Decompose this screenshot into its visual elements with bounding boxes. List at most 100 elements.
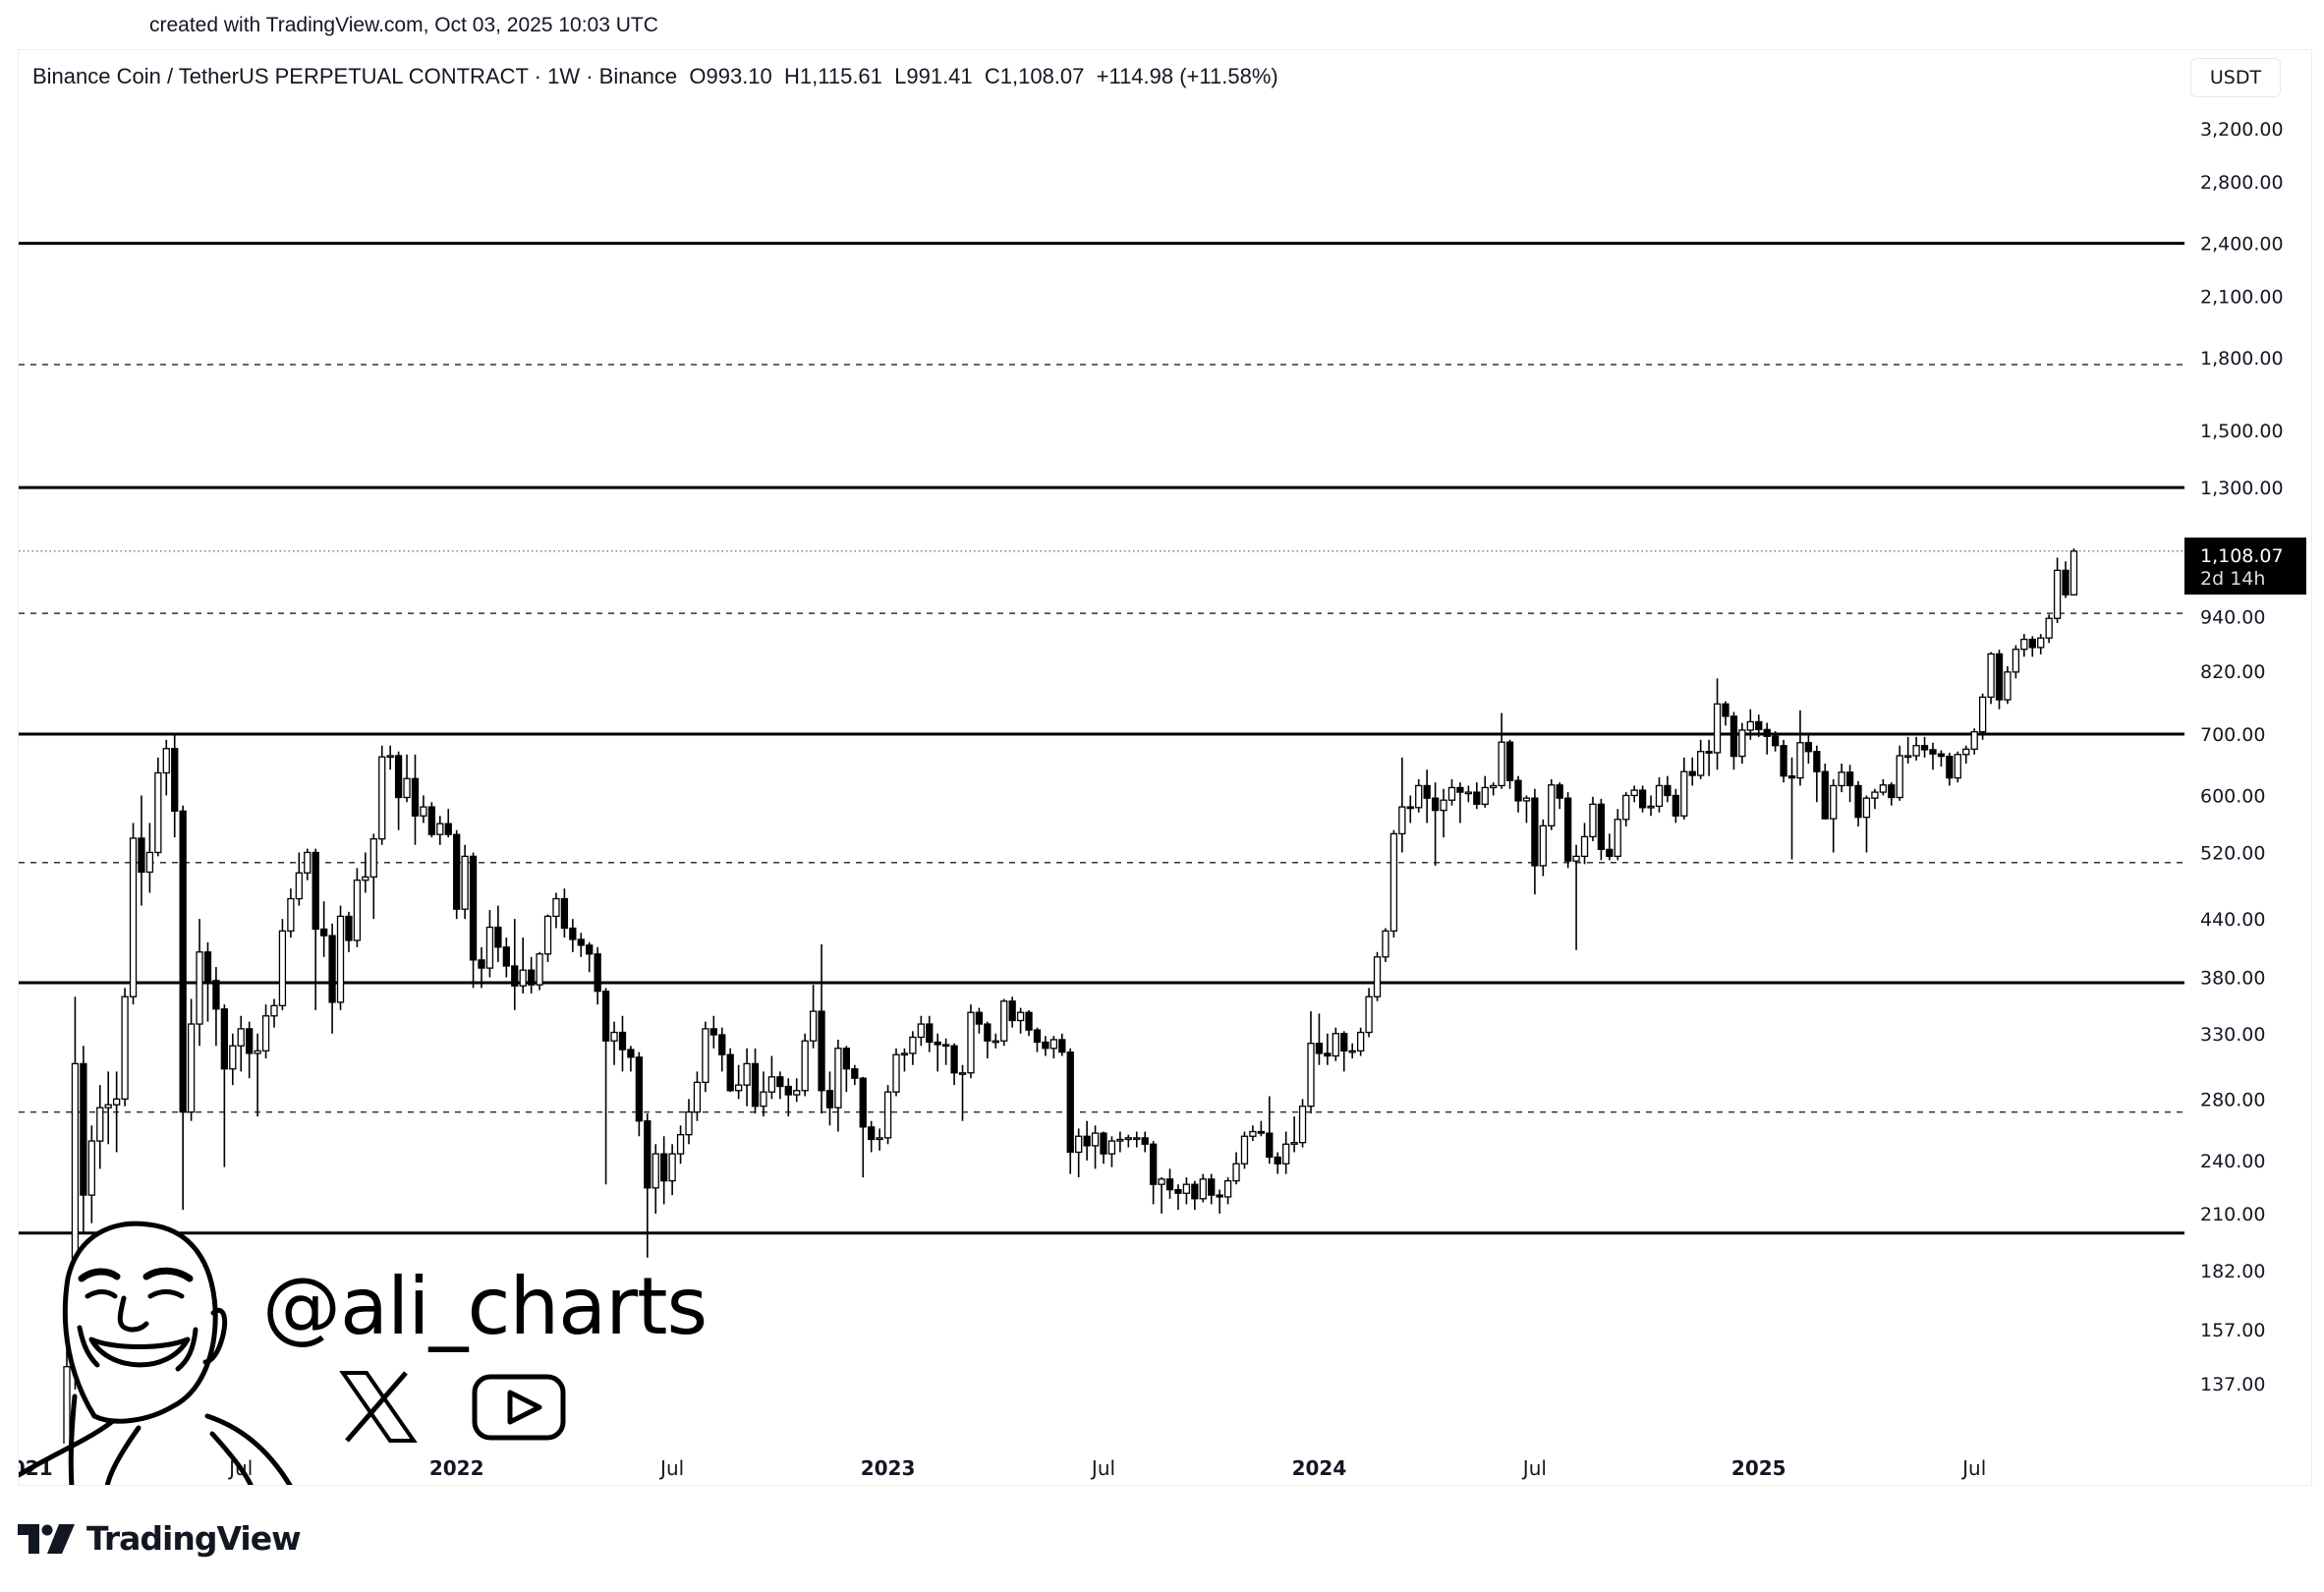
candle-body	[1481, 786, 1489, 805]
candle-up	[1373, 951, 1382, 1001]
candle-body	[270, 1004, 278, 1017]
candle-body	[145, 851, 154, 874]
candle-body	[1896, 755, 1903, 799]
candle-body	[917, 1023, 925, 1039]
candle-body	[1049, 1039, 1058, 1050]
candle-up	[1249, 1125, 1257, 1142]
candle-down	[1664, 775, 1672, 803]
candle-down	[818, 943, 825, 1114]
candle-down	[1514, 775, 1522, 813]
candle-body	[203, 951, 212, 982]
candle-up	[2012, 645, 2020, 679]
candle-up	[1481, 775, 1489, 808]
tradingview-logo[interactable]: TradingView	[18, 1519, 302, 1558]
candle-down	[444, 809, 452, 838]
x-axis-tick-label: Jul	[1960, 1456, 1986, 1480]
candle-up	[145, 823, 154, 893]
candle-body	[536, 953, 543, 986]
candle-body	[1505, 741, 1514, 781]
candle-up	[1572, 844, 1580, 950]
candle-down	[138, 795, 145, 906]
candle-body	[80, 1062, 87, 1196]
candle-down	[179, 805, 187, 1211]
candle-body	[220, 1008, 229, 1070]
candle-up	[1622, 792, 1630, 827]
candle-up	[1614, 809, 1621, 861]
candle-down	[1473, 782, 1481, 810]
x-axis-tick-label: 2024	[1292, 1456, 1347, 1480]
candlestick-chart[interactable]: 3,200.00 2,800.00 2,400.00 2,100.00 1,800.00…	[19, 50, 2312, 1486]
candle-up	[261, 1004, 270, 1059]
candle-body	[1638, 789, 1647, 809]
candle-body	[1879, 784, 1888, 793]
candle-body	[1382, 930, 1389, 958]
currency-selector[interactable]: USDT	[2190, 58, 2281, 97]
candle-body	[1091, 1132, 1100, 1147]
candle-body	[1042, 1041, 1049, 1050]
candle-body	[883, 1091, 892, 1139]
candle-body	[436, 823, 444, 835]
candle-body	[1315, 1043, 1324, 1054]
candle-up	[676, 1125, 685, 1165]
candle-down	[560, 888, 569, 938]
candle-body	[1763, 728, 1771, 737]
candle-up	[196, 919, 203, 1047]
candle-body	[502, 946, 510, 967]
candle-body	[1821, 770, 1829, 820]
candle-up	[436, 816, 444, 845]
candle-body	[1912, 745, 1920, 757]
candle-up	[386, 745, 394, 770]
candle-up	[1389, 829, 1398, 938]
candle-body	[1738, 729, 1746, 758]
candle-body	[784, 1085, 792, 1096]
candle-body	[1630, 789, 1638, 797]
candle-body	[2012, 649, 2020, 673]
candle-body	[420, 806, 427, 817]
candle-up	[1746, 709, 1754, 740]
candle-down	[859, 1076, 867, 1178]
chart-frame[interactable]: 3,200.00 2,800.00 2,400.00 2,100.00 1,800.00…	[18, 49, 2312, 1486]
candle-down	[1729, 711, 1738, 770]
candle-up	[900, 1048, 909, 1072]
candle-body	[187, 1023, 196, 1113]
candle-body	[934, 1041, 941, 1046]
candle-down	[784, 1078, 792, 1117]
candle-down	[1066, 1048, 1074, 1174]
candle-up	[1490, 782, 1498, 796]
candle-body	[941, 1044, 950, 1048]
candle-body	[1447, 786, 1456, 801]
candle-up	[1498, 712, 1505, 789]
candle-up	[87, 1125, 95, 1223]
candle-down	[1505, 739, 1514, 789]
candle-up	[1232, 1152, 1240, 1185]
candle-up	[1182, 1177, 1191, 1205]
candle-body	[1415, 784, 1423, 809]
candle-down	[975, 1007, 984, 1034]
candle-body	[1174, 1188, 1182, 1194]
candle-up	[1290, 1116, 1298, 1153]
candle-body	[1705, 751, 1713, 754]
candle-body	[328, 935, 336, 1003]
candle-body	[926, 1023, 934, 1044]
candle-down	[1888, 782, 1896, 806]
candle-up	[1382, 928, 1389, 962]
candle-body	[1862, 797, 1871, 819]
x-logo-icon[interactable]	[339, 1371, 418, 1443]
candle-body	[610, 1031, 618, 1042]
candle-up	[63, 1347, 71, 1444]
candle-down	[1531, 788, 1539, 895]
candle-body	[1066, 1051, 1074, 1154]
candle-up	[336, 905, 345, 1010]
candle-down	[171, 733, 179, 838]
candle-body	[453, 833, 461, 910]
candle-body	[1298, 1106, 1307, 1144]
candle-up	[1912, 736, 1920, 761]
candle-body	[1191, 1183, 1199, 1200]
candle-body	[519, 969, 527, 987]
candle-up	[278, 919, 287, 1010]
candle-body	[726, 1053, 734, 1092]
youtube-icon[interactable]	[472, 1374, 566, 1441]
candle-body	[1854, 784, 1862, 819]
candle-body	[1572, 855, 1580, 862]
candle-body	[1000, 1000, 1008, 1042]
